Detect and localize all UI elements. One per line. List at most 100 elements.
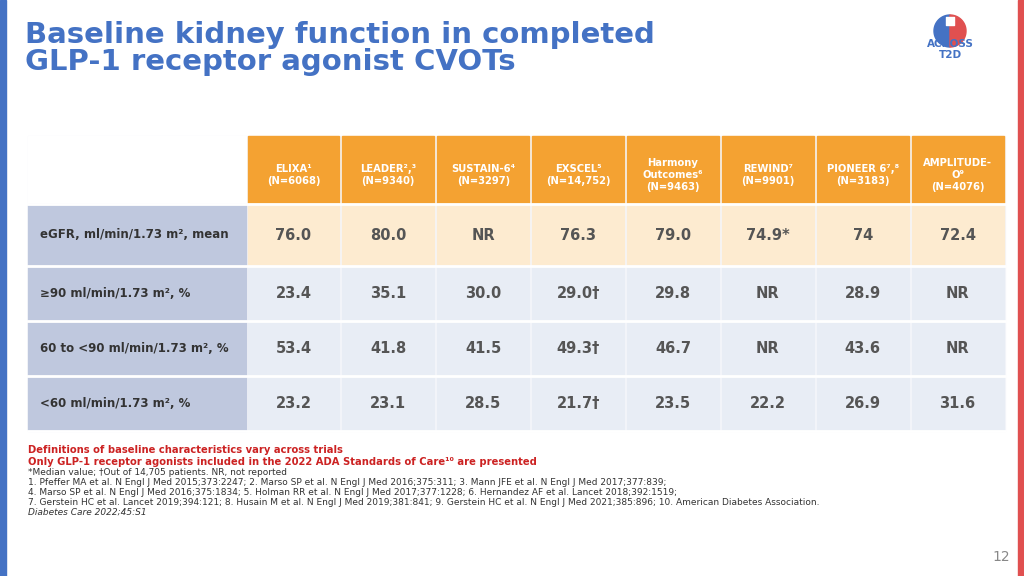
Bar [532, 376, 624, 431]
Bar [342, 266, 434, 321]
Text: (N=14,752): (N=14,752) [546, 176, 610, 186]
Bar [722, 376, 814, 431]
Bar [627, 204, 719, 266]
Text: 29.8: 29.8 [655, 286, 691, 301]
Bar [817, 376, 908, 431]
Bar [342, 136, 434, 204]
Text: AMPLITUDE-: AMPLITUDE- [923, 158, 992, 168]
Text: *Median value; †Out of 14,705 patients. NR, not reported: *Median value; †Out of 14,705 patients. … [28, 468, 287, 477]
Text: LEADER²,³: LEADER²,³ [360, 164, 417, 174]
Bar [28, 136, 1005, 431]
Bar [28, 136, 246, 204]
Text: 72.4: 72.4 [940, 228, 976, 242]
Text: 23.1: 23.1 [371, 396, 407, 411]
Text: 43.6: 43.6 [845, 341, 881, 356]
Text: Definitions of baseline characteristics vary across trials: Definitions of baseline characteristics … [28, 445, 343, 455]
Polygon shape [950, 15, 966, 47]
Bar [437, 321, 529, 376]
Text: 30.0: 30.0 [465, 286, 502, 301]
Bar [437, 204, 529, 266]
Text: 23.2: 23.2 [275, 396, 311, 411]
Text: 26.9: 26.9 [845, 396, 881, 411]
Text: 76.0: 76.0 [275, 228, 311, 242]
Text: ACROSS: ACROSS [927, 39, 974, 49]
Bar [248, 376, 339, 431]
Text: (N=3183): (N=3183) [836, 176, 890, 186]
Text: (N=4076): (N=4076) [931, 182, 984, 192]
Text: PIONEER 6⁷,⁸: PIONEER 6⁷,⁸ [826, 164, 899, 174]
Text: (N=9463): (N=9463) [646, 182, 699, 192]
Bar [532, 266, 624, 321]
Bar [722, 266, 814, 321]
Text: 29.0†: 29.0† [556, 286, 600, 301]
Polygon shape [934, 15, 950, 47]
Text: (N=9340): (N=9340) [361, 176, 415, 186]
Bar [722, 136, 814, 204]
Text: Baseline kidney function in completed: Baseline kidney function in completed [25, 21, 655, 49]
Bar [627, 321, 719, 376]
Text: 53.4: 53.4 [275, 341, 311, 356]
Bar [1018, 0, 1024, 576]
Bar [248, 266, 339, 321]
Text: EXSCEL⁵: EXSCEL⁵ [555, 164, 601, 174]
Text: NR: NR [756, 341, 779, 356]
Bar [817, 321, 908, 376]
Bar [532, 136, 624, 204]
Text: 7. Gerstein HC et al. Lancet 2019;394:121; 8. Husain M et al. N Engl J Med 2019;: 7. Gerstein HC et al. Lancet 2019;394:12… [28, 498, 819, 507]
Text: <60 ml/min/1.73 m², %: <60 ml/min/1.73 m², % [40, 397, 190, 410]
Text: 74: 74 [853, 228, 872, 242]
Bar [28, 266, 246, 321]
Text: (N=6068): (N=6068) [266, 176, 321, 186]
Bar [342, 376, 434, 431]
Text: 22.2: 22.2 [750, 396, 785, 411]
Text: 41.5: 41.5 [465, 341, 502, 356]
Text: 49.3†: 49.3† [556, 341, 600, 356]
Bar [817, 204, 908, 266]
Text: 35.1: 35.1 [371, 286, 407, 301]
Bar [627, 136, 719, 204]
Bar [627, 266, 719, 321]
Text: 12: 12 [992, 550, 1010, 564]
Bar [911, 376, 1004, 431]
Text: 28.5: 28.5 [465, 396, 502, 411]
Bar [722, 204, 814, 266]
Text: Diabetes Care 2022;45:S1: Diabetes Care 2022;45:S1 [28, 508, 146, 517]
Text: 23.4: 23.4 [275, 286, 311, 301]
Bar [28, 204, 246, 266]
Text: 28.9: 28.9 [845, 286, 881, 301]
Bar [532, 321, 624, 376]
Text: ELIXA¹: ELIXA¹ [275, 164, 312, 174]
Bar [342, 204, 434, 266]
Bar [437, 376, 529, 431]
Text: 31.6: 31.6 [939, 396, 976, 411]
Text: REWIND⁷: REWIND⁷ [742, 164, 793, 174]
Bar [248, 204, 339, 266]
Text: T2D: T2D [938, 50, 962, 60]
Text: 79.0: 79.0 [655, 228, 691, 242]
Bar [817, 136, 908, 204]
Text: eGFR, ml/min/1.73 m², mean: eGFR, ml/min/1.73 m², mean [40, 229, 228, 241]
Text: 46.7: 46.7 [655, 341, 691, 356]
Bar [911, 204, 1004, 266]
Text: Outcomes⁶: Outcomes⁶ [643, 170, 703, 180]
Text: 4. Marso SP et al. N Engl J Med 2016;375:1834; 5. Holman RR et al. N Engl J Med : 4. Marso SP et al. N Engl J Med 2016;375… [28, 488, 677, 497]
Text: GLP-1 receptor agonist CVOTs: GLP-1 receptor agonist CVOTs [25, 48, 516, 76]
Bar [627, 376, 719, 431]
Bar [28, 376, 246, 431]
Bar [28, 321, 246, 376]
Bar [911, 136, 1004, 204]
Text: 23.5: 23.5 [655, 396, 691, 411]
Text: SUSTAIN-6⁴: SUSTAIN-6⁴ [452, 164, 515, 174]
Bar [437, 136, 529, 204]
Text: 1. Pfeffer MA et al. N Engl J Med 2015;373:2247; 2. Marso SP et al. N Engl J Med: 1. Pfeffer MA et al. N Engl J Med 2015;3… [28, 478, 667, 487]
Text: NR: NR [756, 286, 779, 301]
Bar [722, 321, 814, 376]
Text: NR: NR [471, 228, 495, 242]
Text: Only GLP-1 receptor agonists included in the 2022 ADA Standards of Care¹⁰ are pr: Only GLP-1 receptor agonists included in… [28, 457, 537, 467]
Text: 74.9*: 74.9* [745, 228, 790, 242]
Bar [342, 321, 434, 376]
Bar [0, 0, 6, 576]
Bar [532, 204, 624, 266]
Bar [248, 136, 339, 204]
Text: O⁹: O⁹ [951, 170, 964, 180]
